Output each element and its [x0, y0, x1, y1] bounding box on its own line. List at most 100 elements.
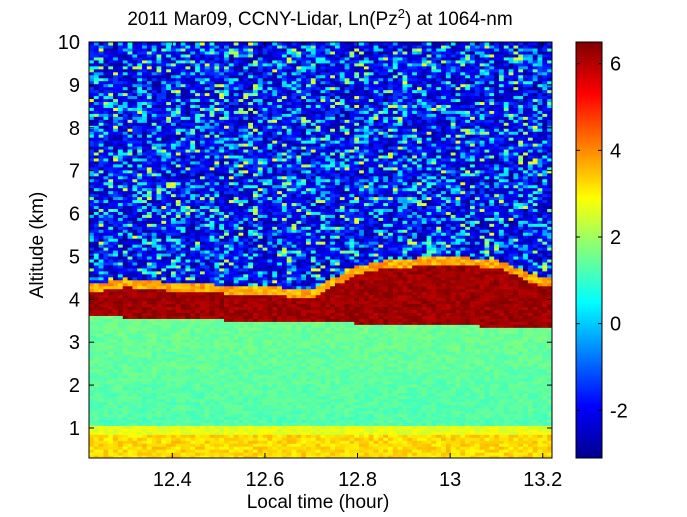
heatmap-cell — [204, 270, 211, 275]
heatmap-cell — [98, 68, 105, 73]
heatmap-cell — [146, 178, 153, 183]
heatmap-cell — [108, 318, 114, 322]
heatmap-cell — [103, 255, 109, 260]
heatmap-cell — [108, 386, 114, 391]
heatmap-cell — [132, 422, 138, 426]
heatmap-cell — [89, 276, 95, 281]
heatmap-cell — [89, 380, 95, 385]
heatmap-cell — [175, 419, 182, 423]
heatmap-cell — [117, 276, 124, 281]
heatmap-cell — [166, 71, 172, 76]
heatmap-cell — [151, 42, 158, 46]
heatmap-cell — [93, 134, 100, 138]
heatmap-cell — [146, 193, 153, 198]
heatmap-cell — [93, 244, 100, 248]
heatmap-cell — [137, 178, 143, 183]
heatmap-cell — [108, 163, 114, 168]
heatmap-cell — [185, 431, 191, 435]
heatmap-cell — [170, 416, 177, 420]
heatmap-cell — [113, 377, 119, 382]
heatmap-cell — [204, 202, 211, 207]
heatmap-cell — [175, 83, 182, 88]
heatmap-cell — [195, 101, 201, 105]
heatmap-cell — [195, 217, 201, 221]
heatmap-cell — [103, 321, 109, 325]
heatmap-cell — [113, 119, 119, 123]
heatmap-cell — [142, 134, 148, 138]
heatmap-cell — [170, 238, 177, 242]
heatmap-cell — [142, 294, 148, 299]
heatmap-cell — [180, 199, 187, 204]
heatmap-cell — [122, 247, 129, 251]
heatmap-cell — [117, 217, 124, 221]
heatmap-cell — [108, 235, 114, 239]
heatmap-cell — [93, 312, 100, 316]
heatmap-cell — [122, 261, 129, 266]
heatmap-cell — [204, 53, 211, 58]
heatmap-cell — [117, 371, 124, 376]
heatmap-cell — [117, 83, 124, 88]
heatmap-cell — [127, 98, 133, 103]
heatmap-cell — [108, 252, 114, 257]
heatmap-cell — [93, 285, 100, 290]
heatmap-cell — [122, 359, 129, 364]
heatmap-cell — [137, 455, 143, 458]
heatmap-cell — [204, 273, 211, 278]
heatmap-cell — [146, 368, 153, 373]
heatmap-cell — [127, 140, 133, 144]
heatmap-cell — [180, 410, 187, 415]
heatmap-cell — [127, 383, 133, 388]
heatmap-cell — [190, 422, 196, 426]
heatmap-cell — [180, 104, 187, 108]
heatmap-cell — [117, 92, 124, 97]
heatmap-cell — [151, 410, 158, 415]
heatmap-cell — [151, 455, 158, 458]
heatmap-cell — [204, 455, 211, 458]
heatmap-cell — [204, 374, 211, 379]
heatmap-cell — [185, 413, 191, 417]
heatmap-cell — [161, 365, 167, 370]
heatmap-cell — [146, 59, 153, 64]
heatmap-cell — [175, 398, 182, 403]
heatmap-cell — [98, 419, 105, 423]
heatmap-cell — [195, 371, 201, 376]
heatmap-cell — [89, 365, 95, 370]
heatmap-cell — [113, 395, 119, 400]
heatmap-cell — [166, 446, 172, 450]
heatmap-cell — [137, 160, 143, 165]
heatmap-cell — [166, 425, 172, 429]
heatmap-cell — [127, 261, 133, 266]
heatmap-cell — [195, 220, 201, 224]
heatmap-cell — [156, 98, 162, 103]
heatmap-cell — [108, 107, 114, 111]
heatmap-cell — [195, 146, 201, 150]
heatmap-cell — [146, 110, 153, 114]
heatmap-cell — [108, 175, 114, 180]
heatmap-cell — [199, 190, 206, 195]
heatmap-cell — [137, 279, 143, 284]
heatmap-cell — [93, 178, 100, 183]
heatmap-cell — [93, 232, 100, 236]
heatmap-cell — [180, 181, 187, 186]
heatmap-cell — [113, 238, 119, 242]
heatmap-cell — [127, 315, 133, 319]
heatmap-cell — [190, 53, 196, 58]
heatmap-cell — [93, 407, 100, 412]
heatmap-cell — [166, 273, 172, 278]
heatmap-cell — [151, 184, 158, 189]
heatmap-cell — [113, 83, 119, 88]
heatmap-cell — [175, 122, 182, 126]
heatmap-cell — [204, 261, 211, 266]
heatmap-cell — [122, 339, 129, 343]
heatmap-cell — [93, 324, 100, 328]
heatmap-cell — [127, 163, 133, 168]
heatmap-cell — [156, 267, 162, 272]
heatmap-cell — [151, 336, 158, 340]
heatmap-cell — [93, 247, 100, 251]
heatmap-cell — [180, 297, 187, 302]
heatmap-cell — [98, 244, 105, 248]
heatmap-cell — [204, 440, 211, 444]
heatmap-cell — [93, 294, 100, 299]
heatmap-cell — [161, 303, 167, 308]
heatmap-cell — [89, 359, 95, 364]
